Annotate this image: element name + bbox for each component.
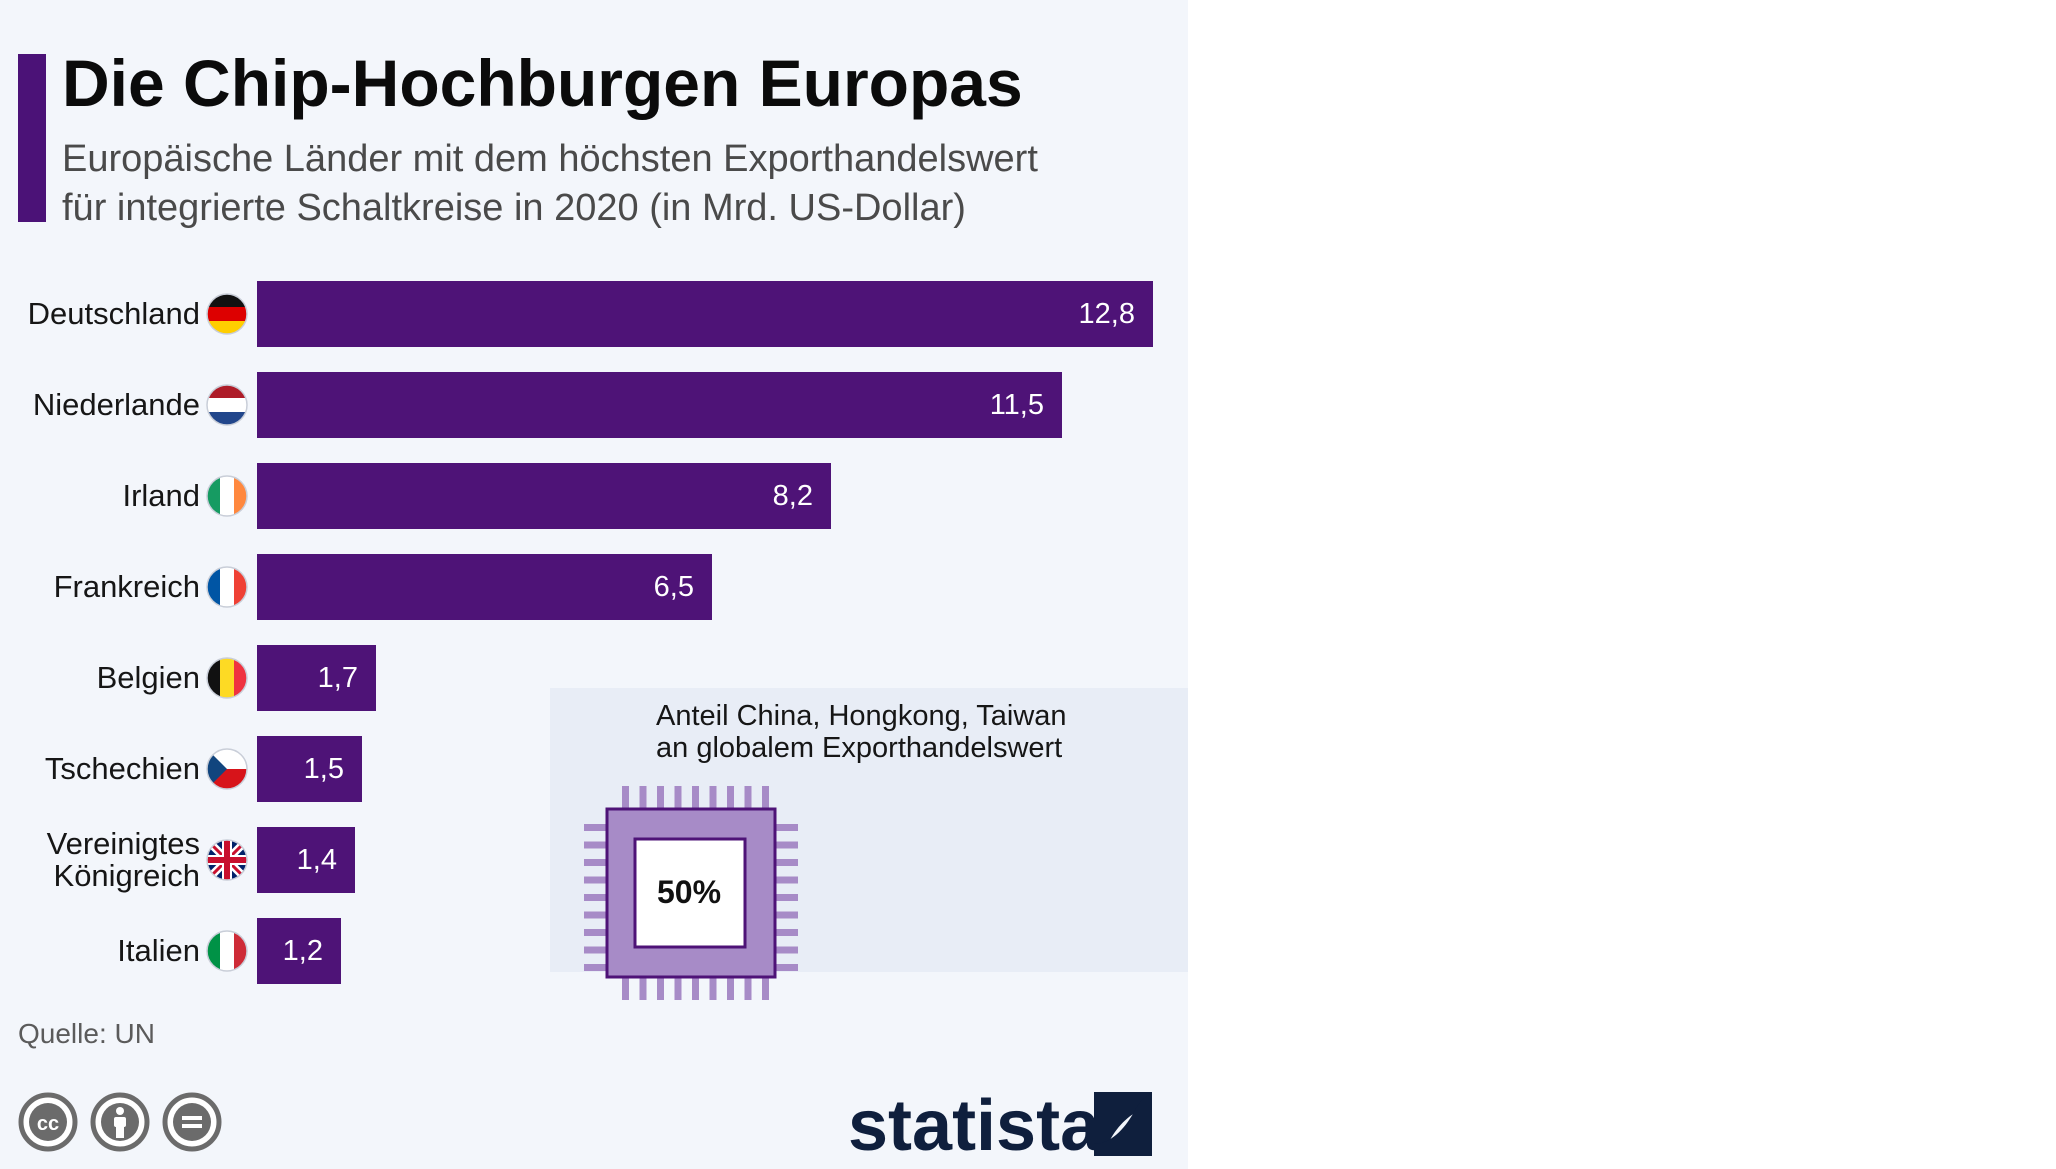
category-label: Italien: [0, 918, 200, 984]
category-label-line: Vereinigtes: [46, 826, 200, 861]
chip-icon: [584, 786, 798, 1000]
bar-row: Tschechien 1,5: [0, 736, 1188, 802]
bar-value-label: 8,2: [772, 480, 813, 512]
category-label-line: Irland: [122, 478, 200, 513]
bar: 1,2: [257, 918, 341, 984]
bar: 8,2: [257, 463, 831, 529]
category-label: Tschechien: [0, 736, 200, 802]
flag-united-kingdom-icon: [206, 839, 248, 881]
info-box-text-line-2: an globalem Exporthandelswert: [656, 732, 1063, 764]
category-label-line: Tschechien: [44, 751, 200, 786]
statista-wordmark: statista: [848, 1088, 1101, 1160]
bar-row: Belgien 1,7: [0, 645, 1188, 711]
bar: 6,5: [257, 554, 712, 620]
category-label-line: Belgien: [96, 660, 200, 695]
bar-row: Niederlande 11,5: [0, 372, 1188, 438]
flag-czechia-icon: [206, 748, 248, 790]
bar: 1,4: [257, 827, 355, 893]
flag-france-icon: [206, 566, 248, 608]
cc-icon[interactable]: cc: [18, 1092, 78, 1152]
bar-value-label: 12,8: [1078, 298, 1135, 330]
statista-logo-mark: [1094, 1092, 1152, 1156]
category-label: Belgien: [0, 645, 200, 711]
bar-row: Irland 8,2: [0, 463, 1188, 529]
svg-text:cc: cc: [37, 1113, 59, 1135]
bar-row: Deutschland 12,8: [0, 281, 1188, 347]
flag-belgium-icon: [206, 657, 248, 699]
source-note: Quelle: UN: [18, 1018, 155, 1049]
bar: 12,8: [257, 281, 1153, 347]
statista-logo[interactable]: statista: [848, 1088, 1154, 1160]
nd-icon[interactable]: [162, 1092, 222, 1152]
category-label-line: Deutschland: [27, 296, 200, 331]
flag-netherlands-icon: [206, 384, 248, 426]
category-label: Irland: [0, 463, 200, 529]
category-label: Deutschland: [0, 281, 200, 347]
bar-value-label: 11,5: [989, 389, 1044, 421]
bar-value-label: 1,2: [282, 935, 323, 967]
title-accent-bar: [18, 54, 46, 222]
bar-row: Vereinigtes Königreich 1,4: [0, 827, 1188, 893]
chart-subtitle-line-1: Europäische Länder mit dem höchsten Expo…: [62, 138, 1038, 180]
category-label-line: Königreich: [53, 858, 200, 893]
bar: 1,7: [257, 645, 376, 711]
infographic-card: Die Chip-Hochburgen Europas Europäische …: [0, 0, 1188, 1169]
bar: 1,5: [257, 736, 362, 802]
category-label-line: Italien: [117, 933, 200, 968]
flag-ireland-icon: [206, 475, 248, 517]
bar-row: Frankreich 6,5: [0, 554, 1188, 620]
flag-italy-icon: [206, 930, 248, 972]
category-label-line: Frankreich: [53, 569, 200, 604]
chart-title: Die Chip-Hochburgen Europas: [62, 46, 1023, 120]
bar-value-label: 6,5: [653, 571, 694, 603]
bar-value-label: 1,4: [296, 844, 337, 876]
flag-germany-icon: [206, 293, 248, 335]
bar-value-label: 1,5: [303, 753, 344, 785]
category-label-line: Niederlande: [32, 387, 200, 422]
bar-chart: Deutschland 12,8 Niederlande 11,5 Irland 8,2 F…: [0, 270, 1188, 990]
chart-subtitle-line-2: für integrierte Schaltkreise in 2020 (in…: [62, 187, 966, 229]
bar-row: Italien 1,2: [0, 918, 1188, 984]
category-label: Niederlande: [0, 372, 200, 438]
category-label: Vereinigtes Königreich: [0, 827, 200, 893]
by-icon[interactable]: [90, 1092, 150, 1152]
info-box-text-line-1: Anteil China, Hongkong, Taiwan: [656, 700, 1067, 732]
bar: 11,5: [257, 372, 1062, 438]
category-label: Frankreich: [0, 554, 200, 620]
bar-value-label: 1,7: [317, 662, 358, 694]
chip-share-value: 50%: [656, 873, 722, 910]
